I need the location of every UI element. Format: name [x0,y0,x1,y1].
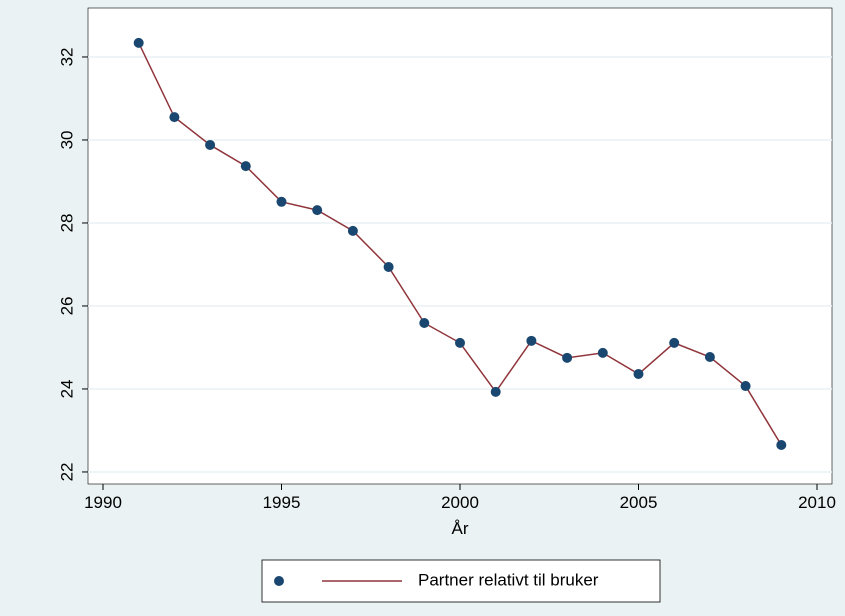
marker [455,337,465,348]
marker [669,337,680,348]
y-tick-label: 24 [57,380,76,399]
marker [597,347,608,358]
x-tick-label: 2000 [441,493,479,512]
y-tick-label: 22 [57,463,76,482]
x-tick-label: 1995 [263,493,301,512]
marker [312,205,323,216]
y-tick-label: 26 [57,297,76,316]
marker [740,381,751,392]
x-axis-label: År [452,519,469,538]
marker [169,112,180,123]
marker [633,369,644,380]
x-tick-label: 2010 [798,493,836,512]
x-tick-label: 1990 [84,493,122,512]
plot-area [87,7,833,485]
marker [347,225,358,236]
marker [240,161,251,172]
y-tick-label: 32 [57,48,76,67]
legend-marker [274,576,284,586]
marker [776,439,787,450]
y-tick-label: 30 [57,131,76,150]
marker [383,261,394,272]
marker [419,317,430,328]
marker [562,352,573,363]
legend-label: Partner relativt til bruker [418,570,599,589]
y-tick-label: 28 [57,214,76,233]
marker [704,352,715,363]
marker [526,335,537,346]
marker [205,139,216,150]
x-tick-label: 2005 [620,493,658,512]
marker [276,196,287,207]
marker [490,386,501,397]
marker [133,37,144,48]
